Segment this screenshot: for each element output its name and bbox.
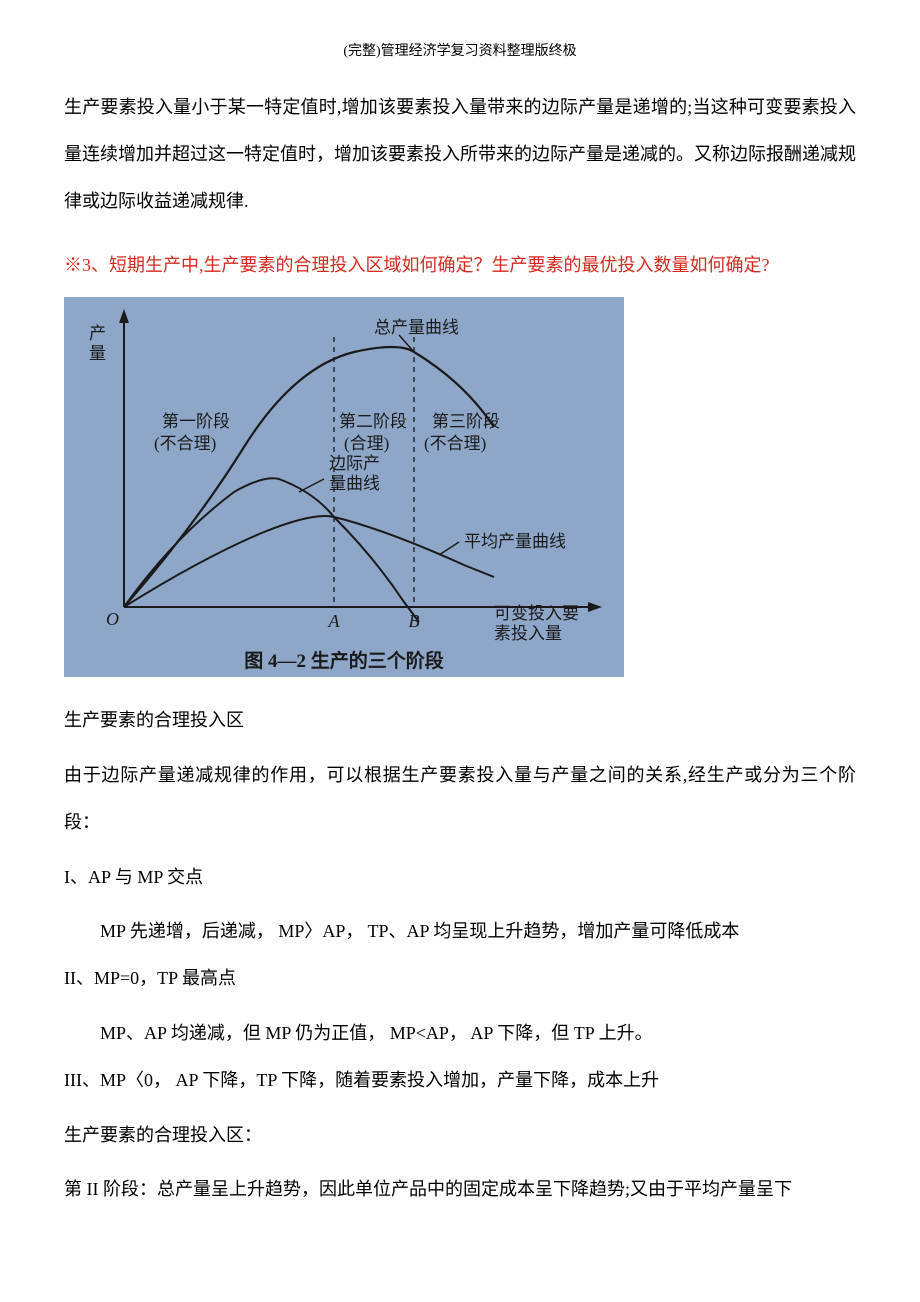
tp-label: 总产量曲线 — [374, 318, 459, 337]
x-axis-label-2: 素投入量 — [494, 624, 562, 643]
stage2-label-a: 第二阶段 — [339, 412, 407, 431]
x-axis-label-1: 可变投入要 — [494, 604, 579, 623]
stage2-label-b: (合理) — [344, 434, 389, 453]
heading-question-3: ※3、短期生产中,生产要素的合理投入区域如何确定？生产要素的最优投入数量如何确定… — [64, 242, 856, 289]
figure-4-2: 产量 O A B 可变投入要 素投入量 总产量曲线 边际产 量曲线 平均产量曲线… — [64, 297, 856, 677]
region-intro: 由于边际产量递减规律的作用，可以根据生产要素投入量与产量之间的关系,经生产或分为… — [64, 752, 856, 846]
point-B: B — [409, 611, 420, 631]
stage3-label-a: 第三阶段 — [432, 412, 500, 431]
stage1-label-b: (不合理) — [154, 434, 216, 453]
region-title-2: 生产要素的合理投入区： — [64, 1112, 856, 1159]
stage-I-head: I、AP 与 MP 交点 — [64, 854, 856, 901]
stage-II-body: MP、AP 均递减，但 MP 仍为正值， MP<AP， AP 下降，但 TP 上… — [64, 1010, 856, 1057]
mp-label-1: 边际产 — [329, 454, 380, 473]
ap-label: 平均产量曲线 — [464, 532, 566, 551]
y-axis-label: 产量 — [89, 324, 106, 363]
point-A: A — [328, 611, 341, 631]
figure-caption: 图 4—2 生产的三个阶段 — [244, 649, 445, 672]
stage-II-conclusion: 第 II 阶段：总产量呈上升趋势，因此单位产品中的固定成本呈下降趋势;又由于平均… — [64, 1166, 856, 1213]
paragraph-1: 生产要素投入量小于某一特定值时,增加该要素投入量带来的边际产量是递增的;当这种可… — [64, 84, 856, 224]
region-title: 生产要素的合理投入区 — [64, 697, 856, 744]
page-header: (完整)管理经济学复习资料整理版终极 — [64, 40, 856, 60]
stage3-label-b: (不合理) — [424, 434, 486, 453]
production-stages-chart: 产量 O A B 可变投入要 素投入量 总产量曲线 边际产 量曲线 平均产量曲线… — [64, 297, 624, 677]
stage1-label-a: 第一阶段 — [162, 412, 230, 431]
stage-I-body: MP 先递增，后递减， MP〉AP， TP、AP 均呈现上升趋势，增加产量可降低… — [64, 908, 856, 955]
origin-label: O — [106, 609, 119, 629]
stage-III: III、MP〈0， AP 下降，TP 下降，随着要素投入增加，产量下降，成本上升 — [64, 1057, 856, 1104]
stage-II-head: II、MP=0，TP 最高点 — [64, 955, 856, 1002]
mp-label-2: 量曲线 — [329, 474, 380, 493]
